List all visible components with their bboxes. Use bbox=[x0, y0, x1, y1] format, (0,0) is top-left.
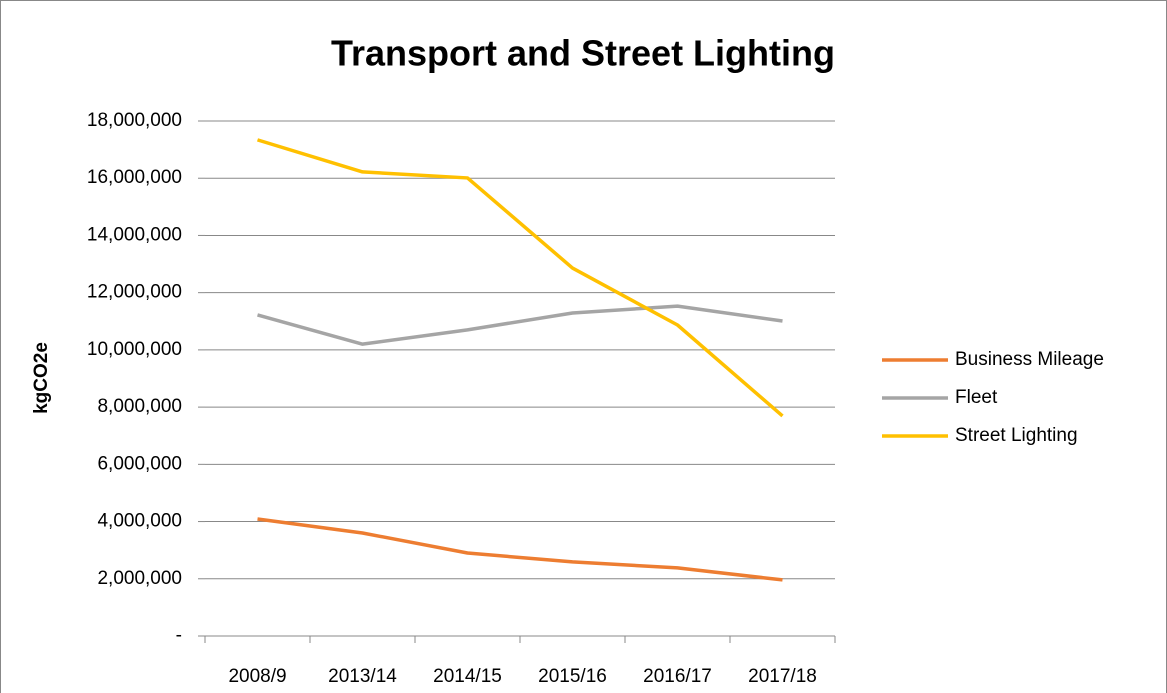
y-tick-label: 4,000,000 bbox=[97, 511, 182, 532]
y-tick-label: 8,000,000 bbox=[97, 396, 182, 417]
x-tick-label: 2008/9 bbox=[228, 666, 286, 687]
line-series bbox=[257, 517, 783, 582]
x-tick-label: 2015/16 bbox=[538, 666, 607, 687]
x-tick-label: 2016/17 bbox=[643, 666, 712, 687]
legend-label: Street Lighting bbox=[955, 425, 1078, 446]
line-series bbox=[257, 304, 783, 346]
y-tick-label: 2,000,000 bbox=[97, 568, 182, 589]
y-tick-label: 16,000,000 bbox=[87, 167, 182, 188]
x-tick-label: 2014/15 bbox=[433, 666, 502, 687]
line-series bbox=[256, 138, 784, 418]
x-tick-label: 2017/18 bbox=[748, 666, 817, 687]
y-axis-label: kgCO2e bbox=[31, 342, 52, 414]
y-tick-label: 10,000,000 bbox=[87, 339, 182, 360]
y-tick-label: 6,000,000 bbox=[97, 453, 182, 474]
y-tick-label: 18,000,000 bbox=[87, 110, 182, 131]
x-tick-label: 2013/14 bbox=[328, 666, 397, 687]
legend-label: Fleet bbox=[955, 387, 998, 408]
y-tick-label: - bbox=[176, 625, 182, 646]
legend-label: Business Mileage bbox=[955, 349, 1104, 370]
y-tick-label: 12,000,000 bbox=[87, 282, 182, 303]
y-tick-label: 14,000,000 bbox=[87, 224, 182, 245]
chart-title: Transport and Street Lighting bbox=[331, 33, 835, 74]
